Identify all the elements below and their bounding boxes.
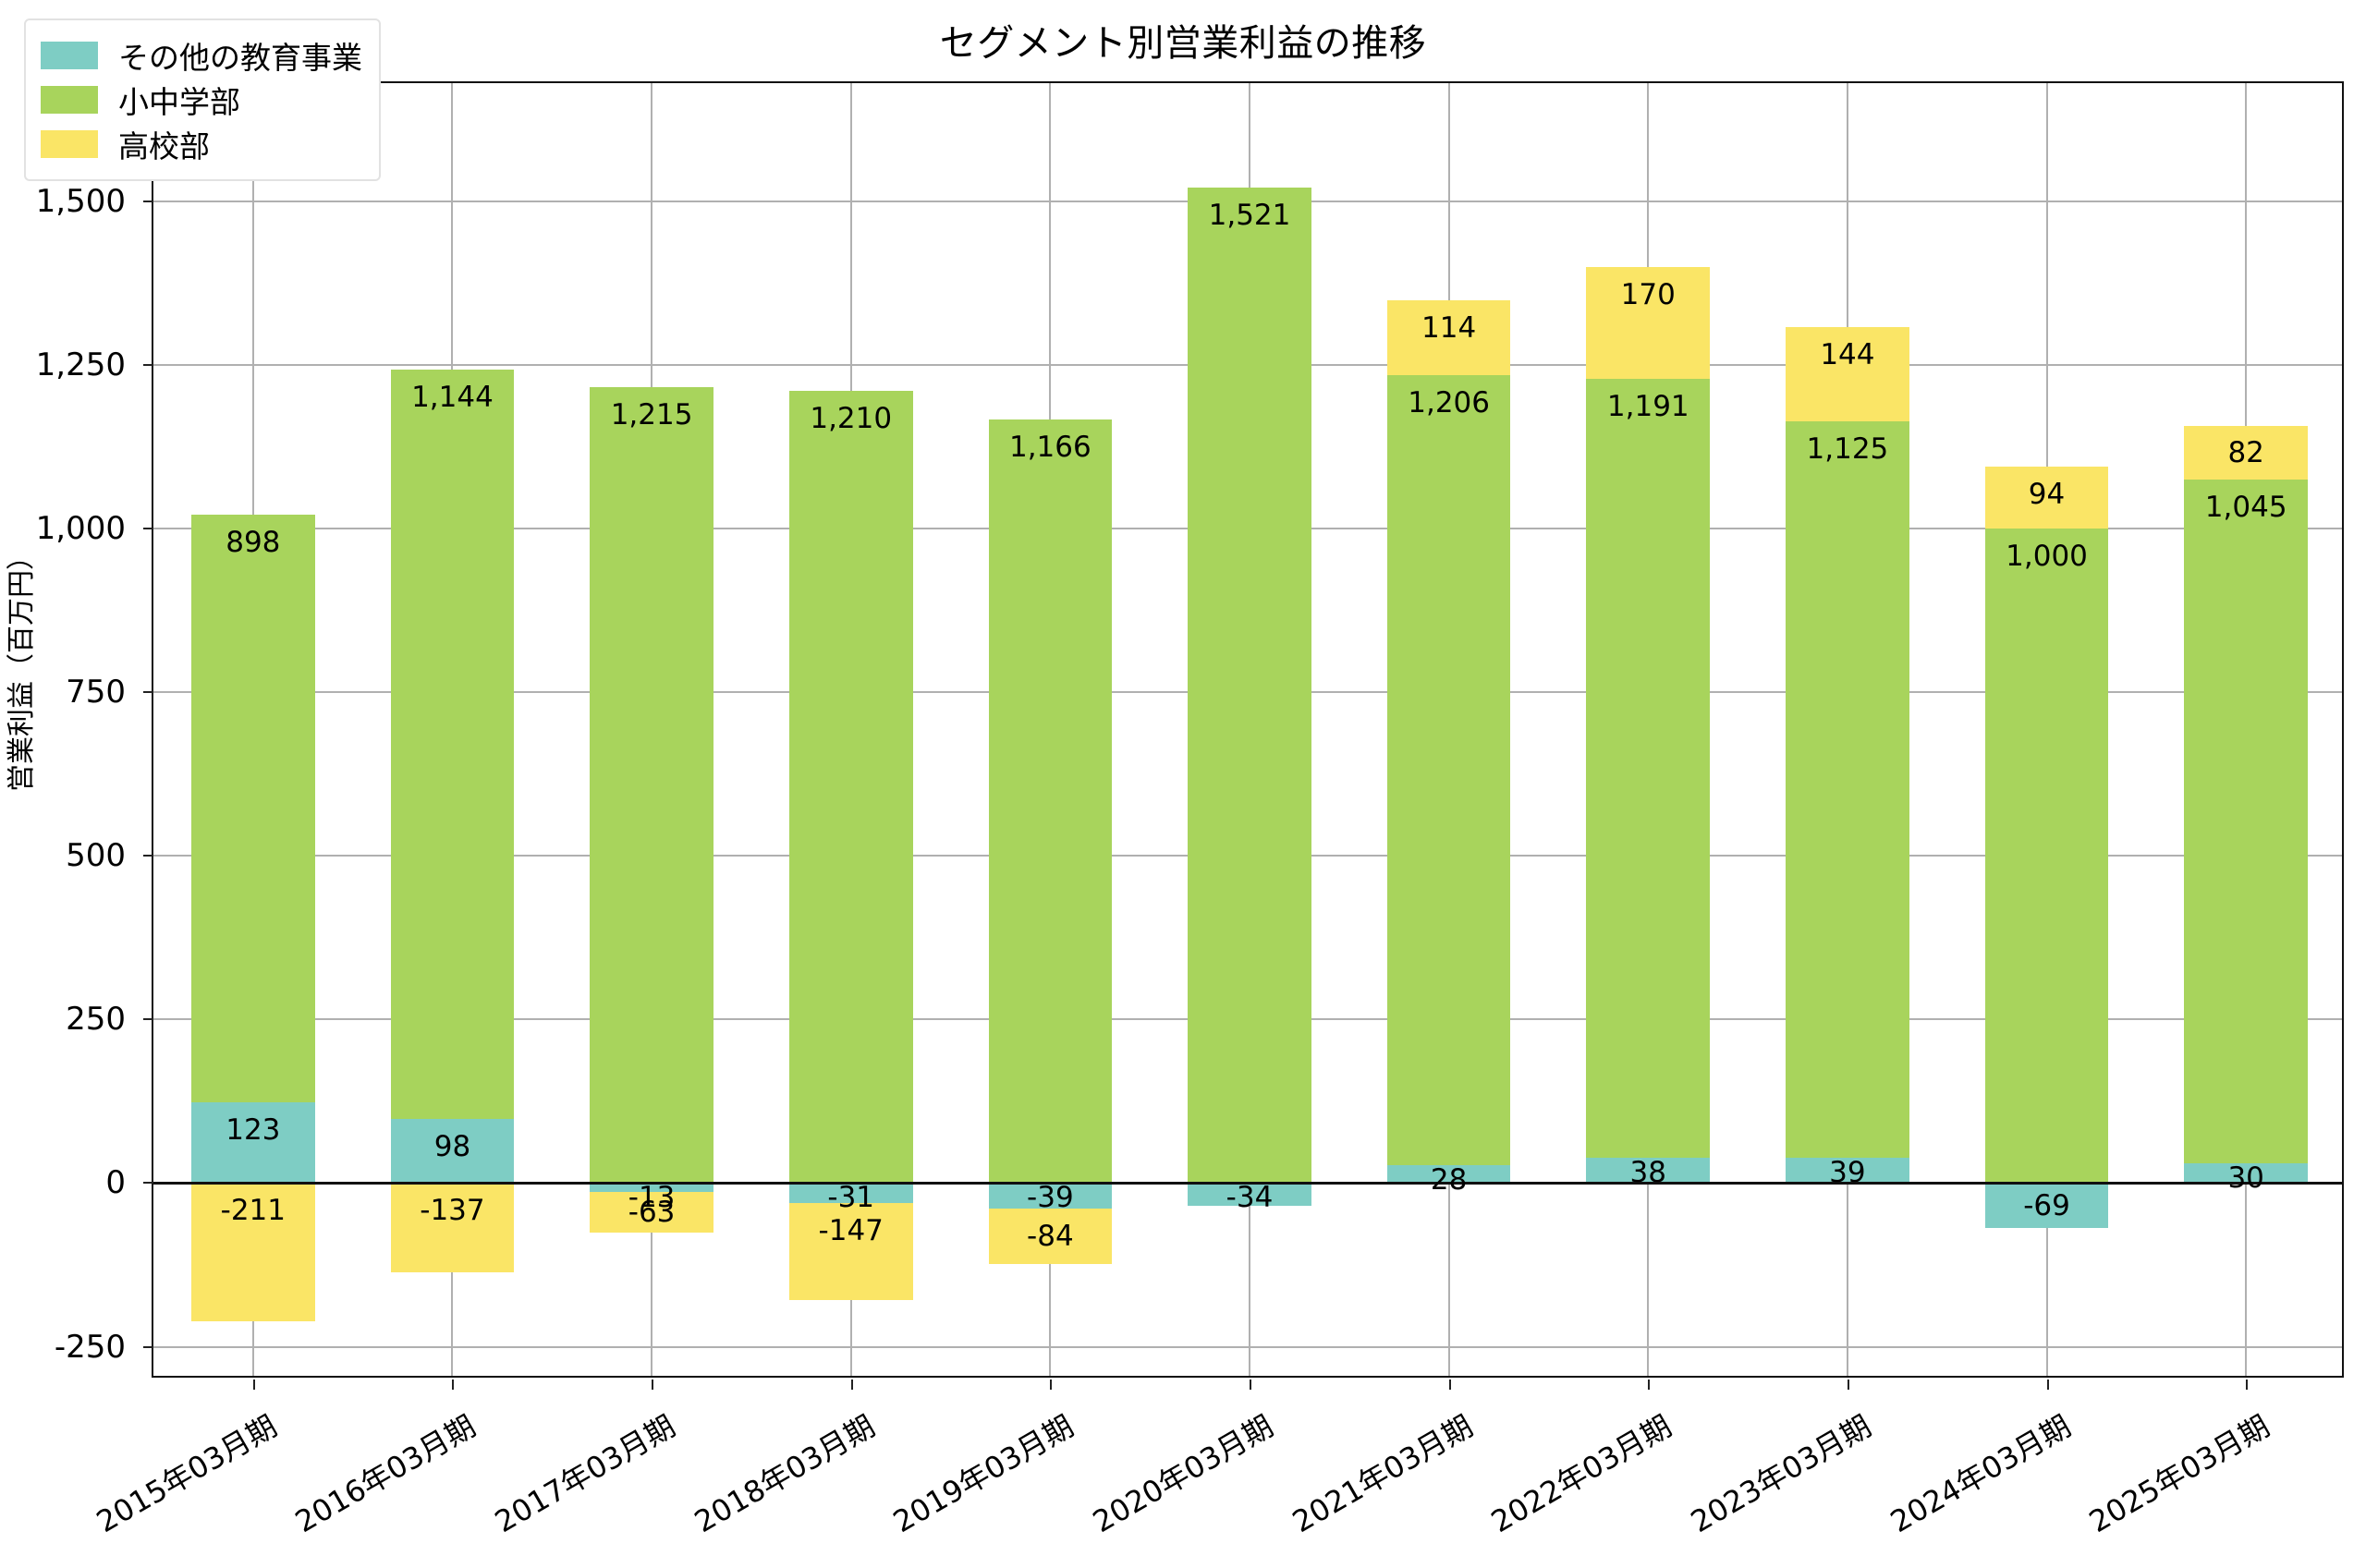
y-tick-label: 500 bbox=[66, 837, 126, 875]
bar-segment[interactable] bbox=[2184, 425, 2309, 480]
bar-segment[interactable] bbox=[1984, 1183, 2109, 1229]
bar-group[interactable] bbox=[590, 83, 713, 1376]
legend-item[interactable]: 小中学部 bbox=[41, 78, 362, 122]
y-tick-mark bbox=[143, 363, 153, 366]
x-tick-mark bbox=[1847, 1380, 1849, 1390]
y-tick-mark bbox=[143, 855, 153, 857]
x-tick-label: 2024年03月期 bbox=[1884, 1408, 2077, 1540]
bar-segment[interactable] bbox=[590, 1183, 713, 1192]
y-tick-label: -250 bbox=[54, 1328, 126, 1366]
bar-segment[interactable] bbox=[1984, 467, 2109, 529]
bar-group[interactable] bbox=[1984, 83, 2109, 1376]
bar-segment[interactable] bbox=[788, 391, 913, 1184]
bar-segment[interactable] bbox=[988, 1209, 1113, 1264]
x-tick-mark bbox=[2046, 1380, 2049, 1390]
bar-segment[interactable] bbox=[1984, 528, 2109, 1184]
bar-segment[interactable] bbox=[190, 514, 315, 1103]
plot-inner: 123 898 -211 98 1,144 -137 -13 1,215 -63 -31 1,210… bbox=[153, 83, 2342, 1376]
bar-group[interactable] bbox=[1786, 83, 1909, 1376]
y-axis-title: 営業利益（百万円） bbox=[6, 542, 38, 792]
x-tick-mark bbox=[452, 1380, 455, 1390]
x-tick-label: 2017年03月期 bbox=[489, 1408, 682, 1540]
x-tick-label: 2020年03月期 bbox=[1087, 1408, 1279, 1540]
bar-segment[interactable] bbox=[590, 1191, 713, 1234]
legend-label: その他の教育事業 bbox=[118, 40, 362, 76]
gridline-horizontal bbox=[153, 1345, 2342, 1348]
y-tick-mark bbox=[143, 527, 153, 529]
x-tick-label: 2025年03月期 bbox=[2083, 1408, 2276, 1540]
chart-title: セグメント別営業利益の推移 bbox=[939, 22, 1427, 65]
legend-swatch-icon bbox=[41, 86, 98, 114]
bar-segment[interactable] bbox=[1386, 300, 1511, 376]
bar-group[interactable] bbox=[1188, 83, 1311, 1376]
y-tick-label: 1,500 bbox=[35, 182, 126, 220]
plot-area: 123 898 -211 98 1,144 -137 -13 1,215 -63 -31 1,210… bbox=[36, 81, 2344, 1539]
x-tick-mark bbox=[2246, 1380, 2249, 1390]
x-tick-label: 2015年03月期 bbox=[90, 1408, 283, 1540]
x-tick-label: 2018年03月期 bbox=[688, 1408, 881, 1540]
legend-label: 小中学部 bbox=[118, 84, 240, 120]
bar-segment[interactable] bbox=[2184, 1163, 2309, 1184]
bar-segment[interactable] bbox=[1786, 420, 1909, 1158]
bar-segment[interactable] bbox=[1786, 326, 1909, 421]
y-tick-label: 250 bbox=[66, 1001, 126, 1039]
y-tick-label: 1,250 bbox=[35, 346, 126, 383]
bar-group[interactable] bbox=[788, 83, 913, 1376]
bar-segment[interactable] bbox=[2184, 479, 2309, 1164]
legend-swatch-icon bbox=[41, 130, 98, 158]
bar-group[interactable] bbox=[2184, 83, 2309, 1376]
bar-segment[interactable] bbox=[1188, 187, 1311, 1184]
bar-segment[interactable] bbox=[190, 1102, 315, 1184]
bar-segment[interactable] bbox=[590, 387, 713, 1184]
x-tick-label: 2022年03月期 bbox=[1485, 1408, 1678, 1540]
y-tick-label: 0 bbox=[105, 1164, 126, 1202]
bar-group[interactable] bbox=[1586, 83, 1711, 1376]
x-tick-label: 2019年03月期 bbox=[887, 1408, 1080, 1540]
x-tick-mark bbox=[252, 1380, 255, 1390]
y-tick-label: 1,000 bbox=[35, 509, 126, 547]
legend-item[interactable]: その他の教育事業 bbox=[41, 33, 362, 78]
x-tick-mark bbox=[1448, 1380, 1451, 1390]
chart-legend: その他の教育事業 小中学部高校部 bbox=[24, 18, 381, 181]
x-tick-mark bbox=[1050, 1380, 1053, 1390]
bar-segment[interactable] bbox=[988, 419, 1113, 1184]
bar-group[interactable] bbox=[190, 83, 315, 1376]
y-tick-mark bbox=[143, 200, 153, 202]
bar-group[interactable] bbox=[390, 83, 515, 1376]
bar-segment[interactable] bbox=[1786, 1157, 1909, 1184]
x-tick-mark bbox=[850, 1380, 853, 1390]
zero-baseline bbox=[153, 1181, 2342, 1185]
bar-segment[interactable] bbox=[788, 1203, 913, 1300]
y-tick-label: 750 bbox=[66, 673, 126, 711]
bar-segment[interactable] bbox=[390, 1183, 515, 1273]
bar-segment[interactable] bbox=[1386, 1164, 1511, 1184]
bar-segment[interactable] bbox=[390, 370, 515, 1119]
y-tick-mark bbox=[143, 690, 153, 693]
bar-segment[interactable] bbox=[1386, 375, 1511, 1165]
bar-segment[interactable] bbox=[1586, 378, 1711, 1159]
bar-group[interactable] bbox=[1386, 83, 1511, 1376]
bar-segment[interactable] bbox=[788, 1183, 913, 1204]
bar-segment[interactable] bbox=[1586, 267, 1711, 379]
x-tick-label: 2016年03月期 bbox=[289, 1408, 482, 1540]
x-tick-mark bbox=[652, 1380, 654, 1390]
y-tick-mark bbox=[143, 1182, 153, 1185]
bar-segment[interactable] bbox=[190, 1183, 315, 1321]
bar-segment[interactable] bbox=[988, 1183, 1113, 1209]
legend-item[interactable]: 高校部 bbox=[41, 122, 362, 166]
bar-group[interactable] bbox=[988, 83, 1113, 1376]
y-tick-mark bbox=[143, 1345, 153, 1348]
x-tick-label: 2023年03月期 bbox=[1684, 1408, 1877, 1540]
bar-segment[interactable] bbox=[1188, 1183, 1311, 1206]
x-tick-mark bbox=[1250, 1380, 1251, 1390]
bar-segment[interactable] bbox=[1586, 1158, 1711, 1184]
bar-segment[interactable] bbox=[390, 1118, 515, 1184]
x-tick-mark bbox=[1648, 1380, 1651, 1390]
y-tick-mark bbox=[143, 1018, 153, 1021]
legend-swatch-icon bbox=[41, 42, 98, 69]
x-tick-label: 2021年03月期 bbox=[1286, 1408, 1479, 1540]
legend-label: 高校部 bbox=[118, 128, 210, 164]
